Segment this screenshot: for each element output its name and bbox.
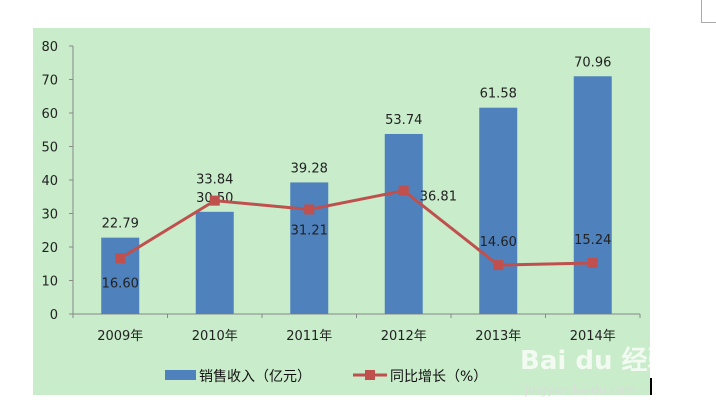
line-data-label: 36.81	[420, 190, 457, 205]
growth-line	[119, 189, 593, 267]
x-tick-label: 2012年	[381, 329, 427, 344]
x-tick-label: 2009年	[97, 329, 143, 344]
y-tick-label: 80	[41, 40, 58, 55]
text-cursor	[650, 378, 652, 395]
line-marker	[493, 260, 504, 271]
page-corner-mark	[701, 0, 716, 23]
line-data-label: 15.24	[574, 233, 611, 248]
legend-bar-swatch	[165, 370, 196, 380]
legend-line-marker	[365, 370, 375, 380]
x-tick-label: 2011年	[286, 329, 332, 344]
bar	[384, 133, 423, 314]
y-tick-label: 40	[41, 174, 58, 189]
line-marker	[304, 204, 315, 215]
y-tick-label: 30	[41, 208, 58, 223]
bar-data-label: 53.74	[385, 113, 422, 128]
y-tick-label: 10	[41, 275, 58, 290]
bar-data-label: 22.79	[102, 217, 139, 232]
x-tick-label: 2013年	[475, 329, 521, 344]
bar-data-label: 70.96	[574, 55, 611, 70]
bar	[573, 76, 612, 314]
bar	[290, 182, 329, 314]
line-marker	[209, 195, 220, 206]
legend-bar-label: 销售收入（亿元）	[199, 369, 311, 385]
line-data-label: 14.60	[480, 235, 517, 250]
legend-line-label: 同比增长（%）	[390, 369, 487, 385]
x-tick-label: 2010年	[192, 329, 238, 344]
x-tick-label: 2014年	[570, 329, 616, 344]
y-tick-label: 60	[41, 107, 58, 122]
bar-data-label: 39.28	[291, 161, 328, 176]
bar-data-label: 61.58	[480, 87, 517, 102]
baidu-watermark: Bai du 经验	[520, 346, 674, 376]
line-data-label: 31.21	[291, 223, 328, 238]
line-marker	[587, 257, 598, 268]
y-tick-label: 20	[41, 241, 58, 256]
watermark-url: jingyan.baidu.com	[525, 383, 636, 397]
line-data-label: 16.60	[102, 276, 139, 291]
y-tick-label: 0	[50, 308, 58, 323]
bar	[479, 107, 518, 314]
line-marker	[115, 253, 126, 264]
bar	[195, 211, 234, 314]
line-data-label: 33.84	[196, 173, 233, 188]
y-tick-label: 70	[41, 74, 58, 89]
line-marker	[398, 185, 409, 196]
y-tick-label: 50	[41, 141, 58, 156]
chart-background	[33, 28, 650, 395]
